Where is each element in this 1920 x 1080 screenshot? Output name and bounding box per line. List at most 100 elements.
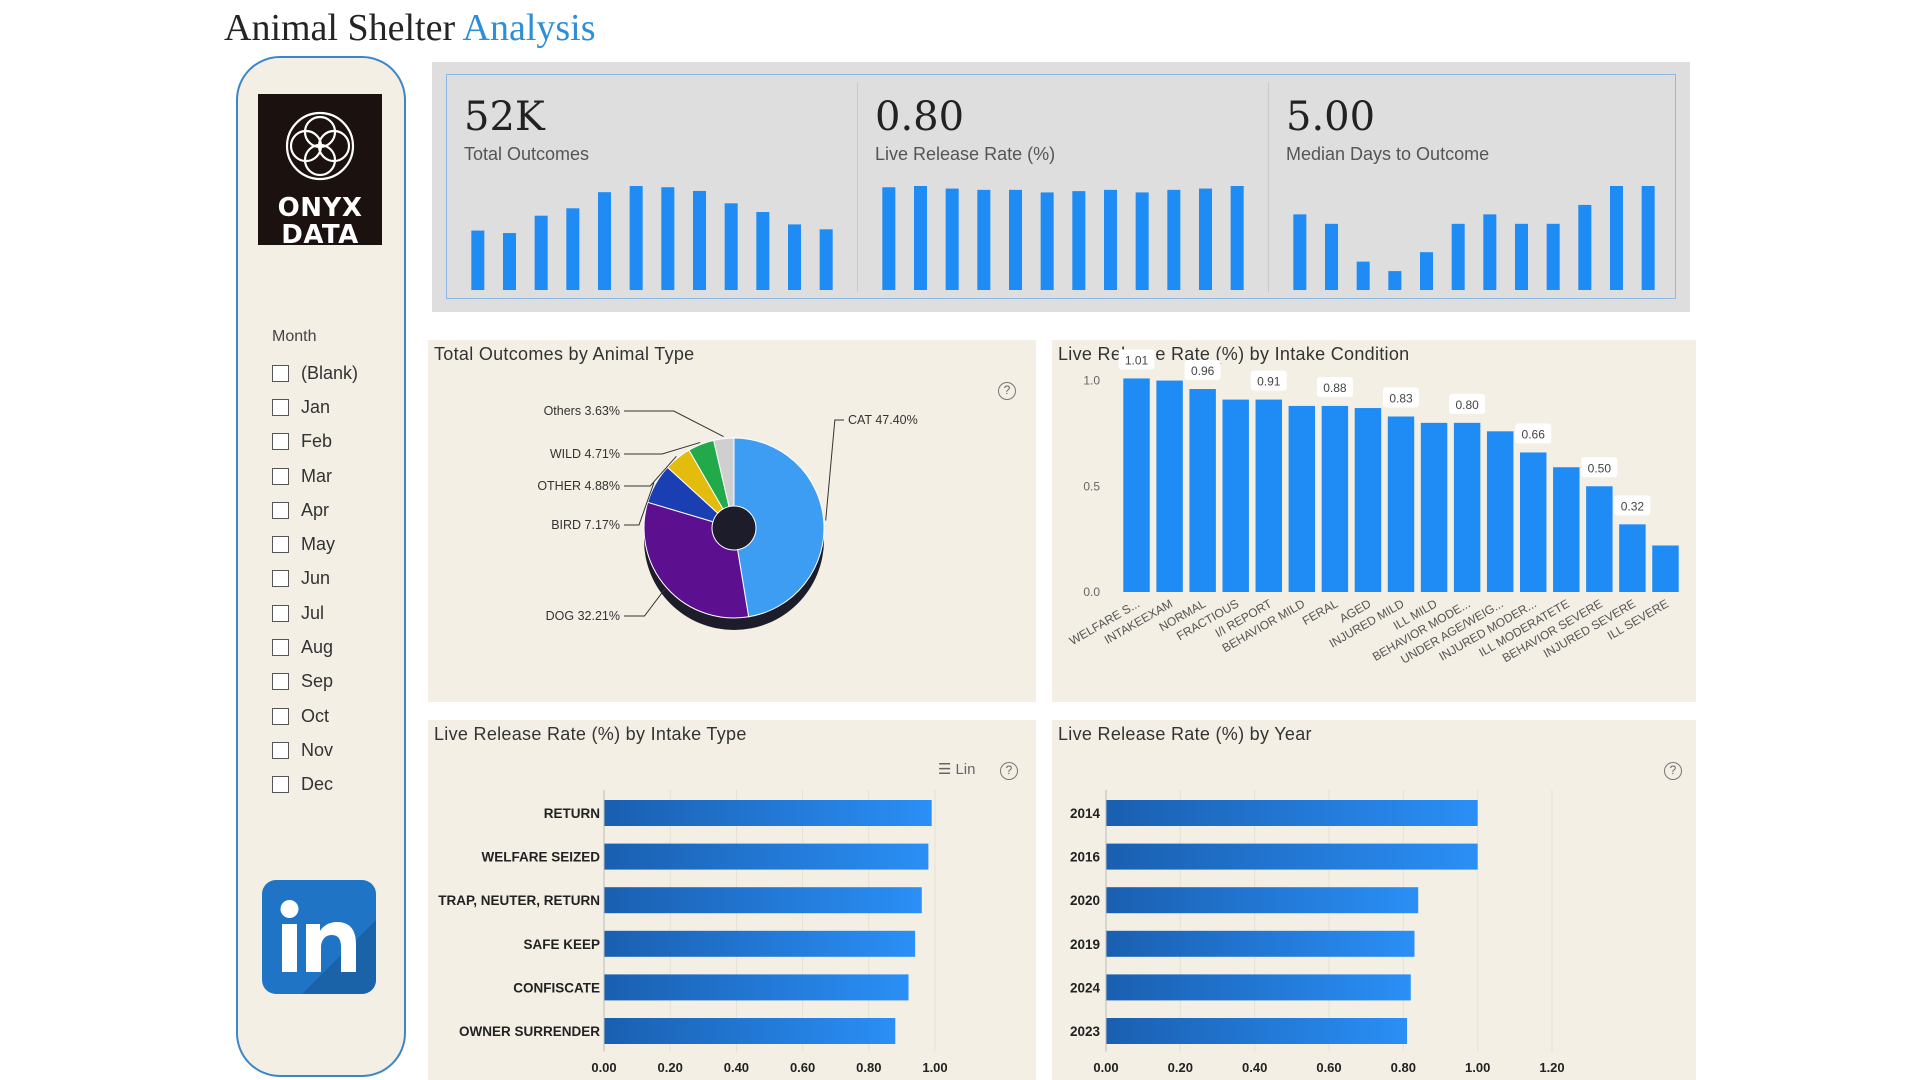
checkbox[interactable] bbox=[272, 639, 289, 657]
kpi-total-outcomes[interactable]: 52K Total Outcomes bbox=[448, 76, 858, 297]
linkedin-icon[interactable] bbox=[262, 880, 376, 994]
hbar-chart[interactable]: RETURN WELFARE SEIZED TRAP, NEUTER, RETURN… bbox=[428, 720, 1036, 1080]
month-option[interactable]: Aug bbox=[272, 630, 358, 664]
bar[interactable] bbox=[604, 1018, 896, 1044]
kpi-median-days[interactable]: 5.00 Median Days to Outcome bbox=[1270, 76, 1680, 297]
month-option[interactable]: Jan bbox=[272, 390, 358, 424]
x-tick-label: 1.20 bbox=[1539, 1060, 1564, 1075]
data-label: 0.88 bbox=[1323, 381, 1347, 395]
month-option[interactable]: Feb bbox=[272, 425, 358, 459]
pie-chart[interactable]: CAT 47.40% DOG 32.21% BIRD 7.17% OTHER 4.88… bbox=[428, 340, 1036, 702]
checkbox[interactable] bbox=[272, 536, 289, 554]
checkbox[interactable] bbox=[272, 776, 289, 794]
legend-toggle[interactable]: ☰ Lin bbox=[938, 760, 975, 778]
bar[interactable] bbox=[1321, 405, 1349, 592]
month-option[interactable]: May bbox=[272, 527, 358, 561]
checkbox[interactable] bbox=[272, 501, 289, 519]
x-tick-label: 0.60 bbox=[790, 1060, 815, 1075]
category-label: TRAP, NEUTER, RETURN bbox=[438, 893, 600, 908]
bar[interactable] bbox=[1123, 378, 1150, 592]
y-tick-label: 0.0 bbox=[1083, 585, 1100, 599]
bar[interactable] bbox=[1486, 431, 1514, 592]
bar[interactable] bbox=[1106, 1018, 1408, 1044]
pie-slice[interactable] bbox=[733, 437, 825, 618]
month-label: Dec bbox=[301, 774, 334, 795]
checkbox[interactable] bbox=[272, 398, 289, 416]
bar[interactable] bbox=[1106, 930, 1415, 957]
bar[interactable] bbox=[1106, 887, 1419, 914]
sparkline-bar bbox=[1451, 223, 1465, 290]
bar[interactable] bbox=[1106, 843, 1478, 870]
sparkline-bar bbox=[1546, 223, 1560, 290]
x-tick-label: 0.80 bbox=[1391, 1060, 1416, 1075]
bar[interactable] bbox=[1189, 389, 1216, 592]
checkbox[interactable] bbox=[272, 433, 289, 451]
data-label-bg bbox=[1449, 393, 1486, 414]
month-option[interactable]: Jun bbox=[272, 562, 358, 596]
month-option[interactable]: Mar bbox=[272, 459, 358, 493]
category-label: WELFARE SEIZED bbox=[481, 850, 600, 865]
bar[interactable] bbox=[1106, 800, 1478, 826]
month-label: Jul bbox=[301, 602, 325, 623]
month-option[interactable]: Apr bbox=[272, 493, 358, 527]
bar[interactable] bbox=[604, 930, 916, 957]
bar[interactable] bbox=[1652, 545, 1679, 592]
list-icon: ☰ bbox=[938, 760, 952, 778]
sparkline-bar bbox=[1610, 186, 1623, 290]
help-icon[interactable]: ? bbox=[998, 382, 1016, 400]
checkbox[interactable] bbox=[272, 570, 289, 588]
bar[interactable] bbox=[1420, 422, 1448, 592]
bar[interactable] bbox=[1255, 399, 1282, 592]
bar[interactable] bbox=[604, 800, 932, 826]
bar[interactable] bbox=[1619, 524, 1646, 592]
month-option[interactable]: Oct bbox=[272, 699, 358, 733]
slice-label: DOG 32.21% bbox=[546, 609, 620, 623]
checkbox[interactable] bbox=[272, 604, 289, 622]
bar[interactable] bbox=[1553, 467, 1580, 592]
month-option[interactable]: Jul bbox=[272, 596, 358, 630]
pie-slice[interactable] bbox=[713, 437, 735, 508]
sparkline-bar bbox=[693, 190, 706, 290]
sparkline-bar bbox=[945, 188, 959, 290]
hbar-chart[interactable]: 2014 2016 2020 2019 2024 2023 0.00 0.20 0.40 0.60… bbox=[1052, 720, 1696, 1080]
panel-release-by-year: Live Release Rate (%) by Year ? 2014 2016… bbox=[1052, 720, 1696, 1080]
bar[interactable] bbox=[604, 974, 909, 1001]
bar[interactable] bbox=[1106, 974, 1411, 1001]
bar[interactable] bbox=[1387, 416, 1415, 592]
bar[interactable] bbox=[1586, 486, 1613, 592]
category-label: SAFE KEEP bbox=[523, 937, 600, 952]
panel-outcomes-by-animal-type: Total Outcomes by Animal Type ? CAT 47.4… bbox=[428, 340, 1036, 702]
sparkline-bar bbox=[598, 192, 611, 290]
checkbox[interactable] bbox=[272, 707, 289, 725]
bar[interactable] bbox=[1520, 452, 1547, 592]
checkbox[interactable] bbox=[272, 364, 289, 382]
month-option[interactable]: Nov bbox=[272, 733, 358, 767]
data-label: 0.96 bbox=[1191, 364, 1215, 378]
x-tick-label: 1.00 bbox=[922, 1060, 947, 1075]
bar[interactable] bbox=[1222, 399, 1249, 592]
month-option[interactable]: Dec bbox=[272, 768, 358, 802]
bar[interactable] bbox=[1288, 405, 1316, 592]
bar[interactable] bbox=[604, 887, 922, 914]
data-label-bg bbox=[1184, 360, 1221, 381]
checkbox[interactable] bbox=[272, 673, 289, 691]
bar[interactable] bbox=[1354, 408, 1382, 592]
month-option[interactable]: Sep bbox=[272, 665, 358, 699]
y-tick-label: 0.5 bbox=[1083, 479, 1100, 493]
kpi-label: Median Days to Outcome bbox=[1286, 144, 1490, 164]
bar[interactable] bbox=[1156, 380, 1183, 592]
x-tick-label: FERAL bbox=[1300, 596, 1341, 628]
checkbox[interactable] bbox=[272, 467, 289, 485]
sidebar: ONYX DATA Month (Blank) Jan Feb Mar Apr May Jun… bbox=[236, 56, 406, 1077]
help-icon[interactable]: ? bbox=[1664, 762, 1682, 780]
help-icon[interactable]: ? bbox=[1000, 762, 1018, 780]
checkbox[interactable] bbox=[272, 741, 289, 759]
bar[interactable] bbox=[604, 843, 929, 870]
category-label: RETURN bbox=[544, 806, 600, 821]
bar[interactable] bbox=[1453, 422, 1481, 592]
pie-slice[interactable] bbox=[643, 501, 750, 619]
month-option[interactable]: (Blank) bbox=[272, 356, 358, 390]
panel-release-by-intake-condition: Live Release Rate (%) by Intake Conditio… bbox=[1052, 340, 1696, 702]
kpi-live-release-rate[interactable]: 0.80 Live Release Rate (%) bbox=[859, 76, 1269, 297]
